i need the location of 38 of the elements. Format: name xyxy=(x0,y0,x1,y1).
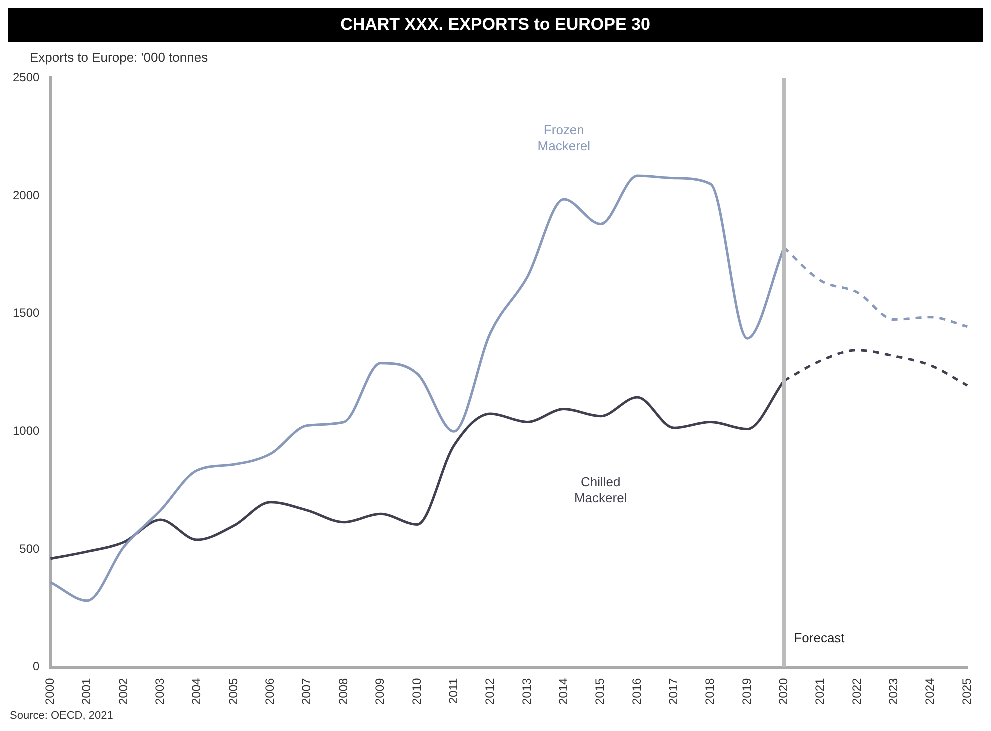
text: Frozen Mackerel xyxy=(538,122,591,154)
x-tick-label: 2006 xyxy=(263,678,278,706)
x-tick-label: 2021 xyxy=(813,678,828,706)
x-tick-label: 2020 xyxy=(776,678,791,706)
x-tick-label: 2001 xyxy=(80,678,94,706)
text: Chilled Mackerel xyxy=(574,474,628,506)
x-tick-label: 2005 xyxy=(226,678,240,706)
x-tick-label: 2009 xyxy=(373,678,388,706)
x-tick-label: 2024 xyxy=(923,678,938,706)
x-tick-label: 2018 xyxy=(703,678,718,706)
x-tick-label: 2003 xyxy=(153,678,168,706)
ref-line-label: Forecast xyxy=(794,630,846,646)
chart-subtitle: Exports to Europe: '000 tonnes xyxy=(30,50,208,65)
x-tick-label: 2013 xyxy=(520,678,534,706)
x-tick-label: 2004 xyxy=(190,678,204,706)
y-tick-label: 1500 xyxy=(12,306,40,320)
y-tick-label: 500 xyxy=(20,542,40,556)
x-tick-label: 2002 xyxy=(116,678,130,706)
x-tick-label: 2023 xyxy=(886,678,901,706)
x-tick-label: 2019 xyxy=(740,678,754,706)
y-tick-label: 2500 xyxy=(12,70,40,85)
y-tick-label: 2000 xyxy=(12,188,40,202)
x-tick-label: 2022 xyxy=(850,678,864,706)
x-tick-label: 2025 xyxy=(960,678,974,706)
x-tick-label: 2007 xyxy=(300,678,314,706)
x-tick-label: 2010 xyxy=(410,678,424,706)
x-tick-label: 2017 xyxy=(666,678,681,706)
y-tick-label: 0 xyxy=(33,660,40,674)
x-tick-label: 2014 xyxy=(556,678,570,706)
x-tick-label: 2011 xyxy=(446,678,460,704)
y-tick-label: 1000 xyxy=(12,424,40,438)
x-tick-label: 2000 xyxy=(43,678,58,706)
x-tick-label: 2016 xyxy=(630,678,644,706)
chart-title: CHART XXX. EXPORTS to EUROPE 30 xyxy=(8,8,983,42)
x-tick-label: 2012 xyxy=(483,678,498,706)
source-note: Source: OECD, 2021 xyxy=(10,710,114,722)
x-tick-label: 2008 xyxy=(336,678,350,706)
x-tick-label: 2015 xyxy=(593,678,608,706)
